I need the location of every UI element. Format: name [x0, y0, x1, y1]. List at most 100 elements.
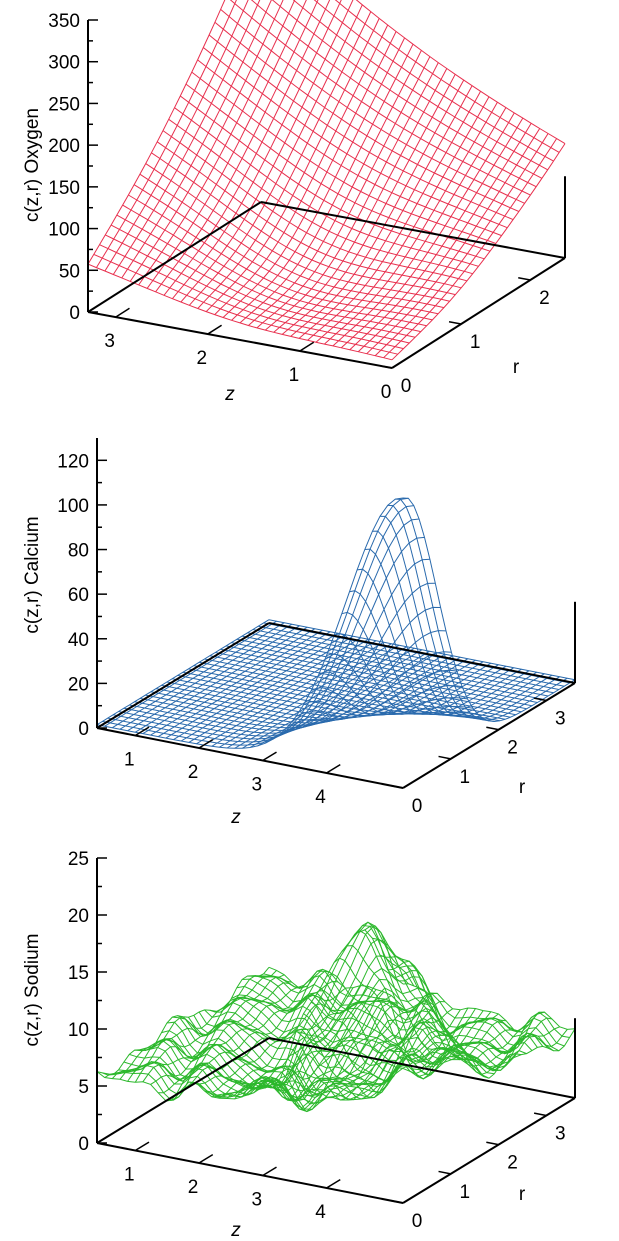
- r-tick-label: 0: [412, 796, 423, 817]
- mesh-line: [151, 152, 456, 296]
- mesh-line: [139, 630, 447, 726]
- sodium-axes: 0 5 10 15 20 25 1 2 3 4 0 1 2 3: [68, 849, 576, 1232]
- mesh-line: [182, 1016, 490, 1099]
- mesh-line: [182, 671, 490, 722]
- mesh-line: [236, 985, 544, 1055]
- mesh-line: [355, 0, 566, 145]
- r-axis-line: [402, 1097, 576, 1204]
- mesh-line: [242, 978, 549, 1054]
- r-tick: [486, 726, 499, 731]
- mesh-line: [242, 635, 549, 697]
- z-tick: [326, 1178, 341, 1189]
- mesh-line: [99, 244, 404, 350]
- mesh-line: [145, 651, 452, 724]
- mesh-line: [156, 685, 463, 720]
- z-tick-label: 1: [124, 750, 135, 771]
- mesh-line: [250, 0, 537, 188]
- mesh-line: [366, 128, 541, 355]
- mesh-line: [146, 0, 307, 289]
- mesh-line: [156, 141, 462, 289]
- vertical-tick-label: 50: [59, 261, 80, 282]
- r-tick: [390, 1199, 404, 1204]
- mesh-line: [225, 997, 533, 1060]
- back-floor-line: [87, 201, 262, 313]
- vertical-tick-label: 100: [57, 496, 89, 517]
- z-tick: [262, 1166, 277, 1177]
- mesh-line: [209, 655, 516, 716]
- vertical-tick-label: 80: [68, 541, 89, 562]
- mesh-line: [113, 925, 420, 1098]
- z-tick: [299, 341, 315, 352]
- mesh-line: [177, 1015, 484, 1101]
- mesh-line: [150, 1007, 458, 1102]
- vertical-tick-label: 15: [68, 963, 89, 984]
- z-tick-label: 2: [196, 348, 207, 369]
- calcium-surface-mesh: [96, 497, 576, 749]
- mesh-line: [172, 678, 479, 716]
- sodium-x-axis-title: z: [230, 1220, 241, 1241]
- mesh-line: [134, 606, 441, 729]
- back-edge-line: [268, 1037, 576, 1099]
- mesh-line: [315, 96, 490, 343]
- mesh-line: [191, 71, 496, 244]
- mesh-line: [123, 955, 431, 1095]
- mesh-line: [111, 974, 285, 1079]
- calcium-x-axis-title: z: [230, 807, 241, 828]
- mesh-line: [247, 975, 554, 1052]
- mesh-line: [113, 518, 420, 740]
- mesh-line: [214, 24, 389, 315]
- mesh-line: [209, 1002, 517, 1082]
- z-axis-line: [96, 727, 404, 789]
- vertical-tick-label: 10: [68, 1020, 89, 1041]
- mesh-line: [107, 921, 415, 1097]
- mesh-line: [334, 0, 560, 153]
- vertical-tick-label: 60: [68, 585, 89, 606]
- vertical-tick-label: 0: [78, 1134, 89, 1155]
- vertical-tick-label: 200: [48, 136, 80, 157]
- mesh-line: [107, 505, 414, 743]
- mesh-line: [96, 929, 404, 1102]
- mesh-line: [193, 665, 500, 722]
- mesh-line: [225, 645, 533, 707]
- mesh-line: [118, 536, 425, 737]
- oxygen-x-axis-title: z: [224, 384, 235, 405]
- z-tick-label: 1: [124, 1165, 135, 1186]
- z-tick-label: 4: [315, 1202, 326, 1223]
- z-tick-label: 1: [289, 365, 300, 386]
- mesh-line: [231, 994, 538, 1053]
- z-tick-label: 4: [315, 787, 326, 808]
- sodium-surface-mesh: [96, 921, 576, 1113]
- mesh-line: [374, 133, 549, 357]
- z-tick: [134, 1141, 150, 1152]
- mesh-line: [258, 625, 565, 687]
- z-tick-label: 3: [251, 775, 262, 796]
- z-tick-label: 3: [251, 1190, 262, 1211]
- mesh-line: [188, 4, 363, 306]
- calcium-z-axis-title: c(z,r) Calcium: [22, 516, 43, 633]
- r-tick-label: 3: [555, 709, 566, 730]
- r-tick-label: 1: [459, 767, 470, 788]
- r-tick-label: 2: [507, 1153, 518, 1174]
- mesh-line: [128, 194, 433, 321]
- sodium-z-axis-title: c(z,r) Sodium: [22, 934, 43, 1047]
- mesh-line: [214, 21, 520, 212]
- mesh-line: [268, 966, 576, 1033]
- mesh-line: [166, 681, 473, 717]
- vertical-tick-label: 150: [48, 178, 80, 199]
- oxygen-r-axis-title: r: [513, 357, 520, 378]
- mesh-line: [188, 668, 495, 722]
- r-tick: [533, 1112, 547, 1117]
- mesh-line: [174, 107, 479, 267]
- z-tick-label: 2: [188, 762, 199, 783]
- r-tick: [379, 365, 393, 369]
- mesh-line: [252, 975, 560, 1052]
- r-tick: [438, 755, 451, 760]
- oxygen-surface-mesh: [87, 0, 566, 361]
- z-tick: [391, 358, 407, 369]
- vertical-tick-label: 40: [68, 630, 89, 651]
- mesh-line: [252, 629, 559, 690]
